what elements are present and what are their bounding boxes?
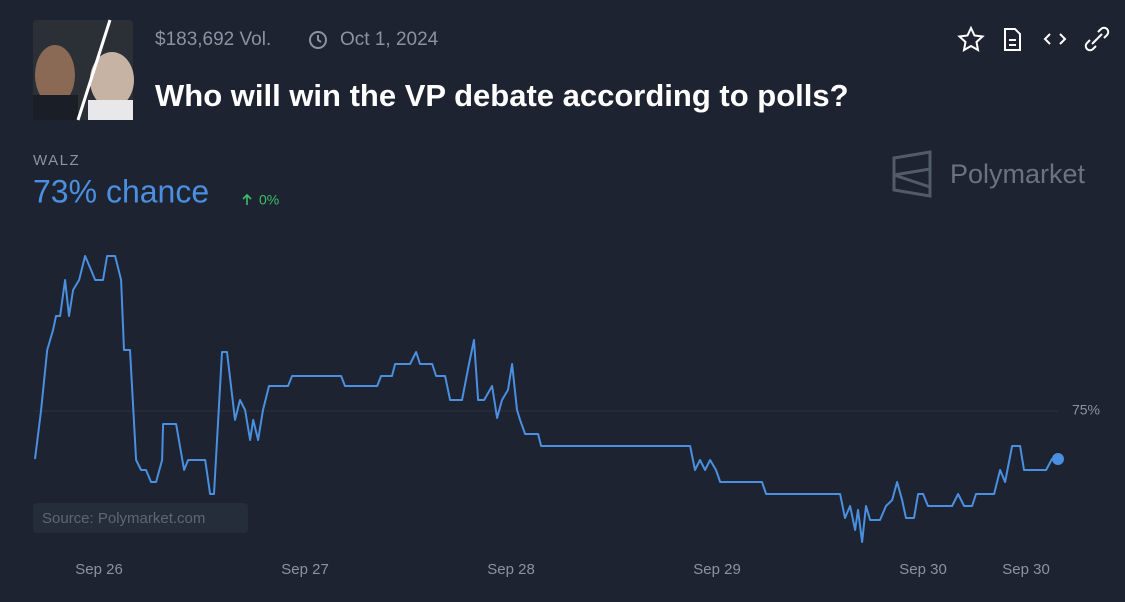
change: 0% (259, 192, 279, 208)
x-tick-label: Sep 26 (75, 561, 123, 578)
source: Source: Polymarket.com (42, 510, 205, 527)
date: Oct 1, 2024 (340, 29, 439, 50)
volume: $183,692 Vol. (155, 29, 271, 50)
last-point (1052, 453, 1064, 465)
headline: 73% chance (33, 173, 209, 209)
x-tick-label: Sep 27 (281, 561, 329, 578)
market-title: Who will win the VP debate according to … (155, 78, 849, 113)
brand: Polymarket (950, 159, 1086, 189)
brand-logo (892, 150, 932, 198)
link-button[interactable] (1084, 26, 1110, 52)
y-tick-label: 75% (1072, 402, 1100, 418)
up-arrow (242, 193, 252, 205)
x-tick-label: Sep 28 (487, 561, 535, 578)
document-button[interactable] (1004, 28, 1021, 51)
market-image (33, 19, 134, 121)
star-button[interactable] (957, 25, 985, 52)
embed-button[interactable] (1043, 33, 1067, 45)
outcome-name: WALZ (33, 152, 80, 169)
x-tick-label: Sep 29 (693, 561, 741, 578)
series-line (34, 255, 1058, 543)
source-badge (33, 503, 248, 533)
x-tick-label: Sep 30 (899, 561, 947, 578)
clock-icon (309, 31, 327, 49)
x-tick-label: Sep 30 (1002, 561, 1050, 578)
